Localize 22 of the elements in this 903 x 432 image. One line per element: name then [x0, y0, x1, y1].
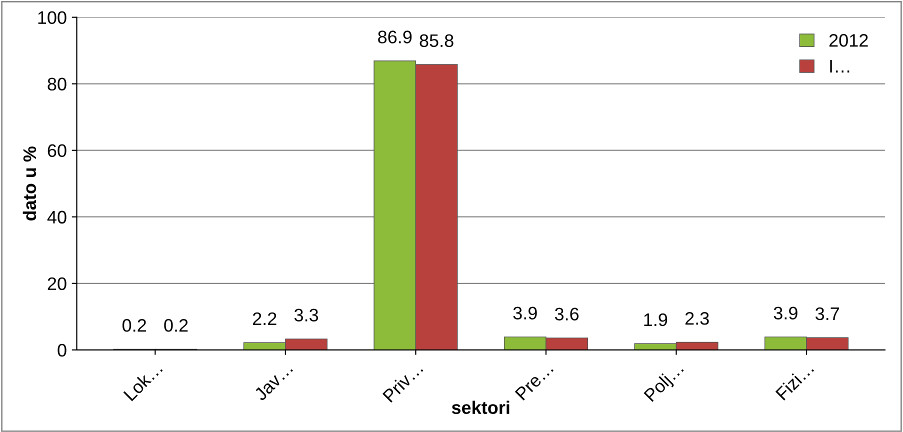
data-label: 3.9 [774, 306, 798, 320]
data-label: 2.3 [685, 312, 709, 325]
data-label: 3.3 [294, 308, 318, 322]
y-tick-label: 0 [58, 344, 66, 357]
y-tick-label: 100 [38, 11, 66, 24]
data-label: 3.6 [554, 308, 579, 320]
y-tick-label: 40 [47, 210, 66, 224]
y-tick-label: 60 [48, 144, 66, 158]
y-tick-label: 20 [48, 277, 66, 290]
data-label: 0.2 [122, 319, 146, 332]
data-label: 86.9 [378, 30, 412, 44]
legend-label: I… [830, 60, 850, 72]
y-tick-label: 80 [48, 78, 66, 91]
data-label: 2.2 [252, 312, 276, 325]
x-axis-title: sektori [452, 400, 510, 414]
y-axis-title: dato u % [22, 146, 36, 220]
data-label: 1.9 [644, 313, 668, 326]
data-label: 3.7 [816, 307, 840, 320]
data-label: 0.2 [164, 319, 188, 332]
data-label: 3.9 [513, 306, 537, 320]
legend-label: 2012 [829, 34, 868, 47]
data-label: 85.8 [420, 34, 454, 48]
